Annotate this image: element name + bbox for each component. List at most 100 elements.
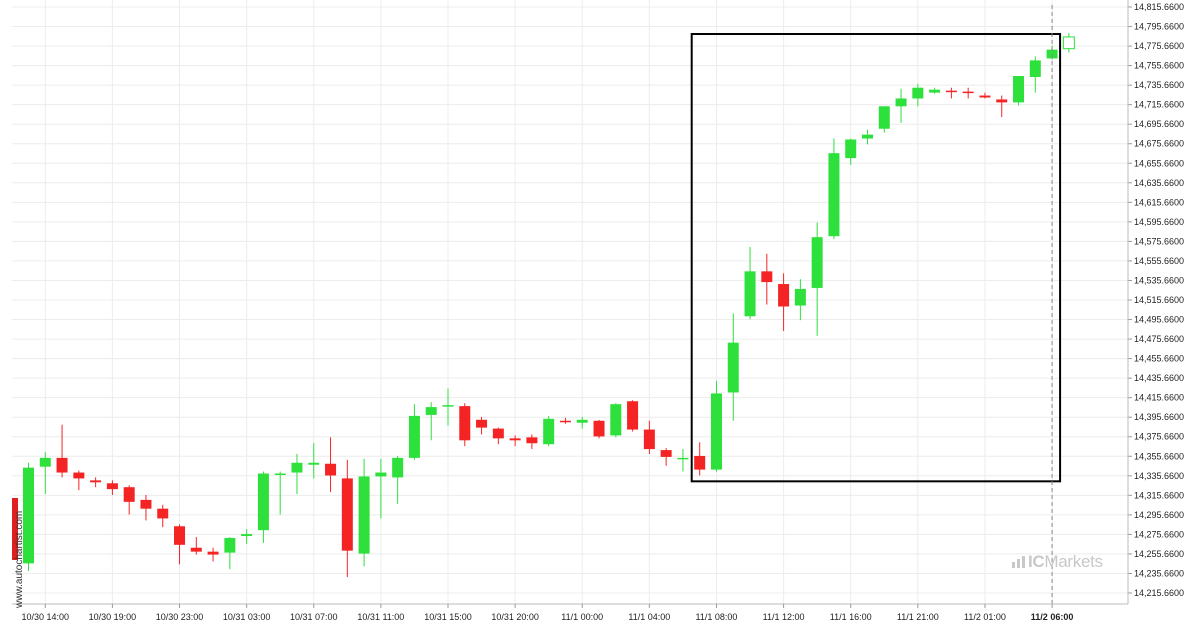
candle — [559, 417, 571, 424]
y-tick-label: 14,635.6600 — [1134, 178, 1184, 188]
candle-body — [744, 271, 756, 317]
candle-body — [241, 534, 253, 537]
candle — [593, 419, 605, 439]
candle — [274, 471, 286, 515]
candle-body — [392, 457, 404, 478]
candle — [56, 424, 68, 478]
y-tick-label: 14,455.6600 — [1134, 354, 1184, 364]
candle-body — [526, 437, 538, 444]
pattern-box — [690, 33, 1062, 483]
candle — [845, 138, 857, 165]
candle — [140, 495, 152, 521]
candle — [257, 471, 269, 543]
candle-body — [811, 237, 823, 288]
y-tick-label: 14,535.6600 — [1134, 275, 1184, 285]
x-tick-label: 10/30 14:00 — [22, 612, 70, 622]
candle — [576, 416, 588, 429]
y-tick-label: 14,575.6600 — [1134, 236, 1184, 246]
candle — [677, 449, 689, 472]
candle-body — [341, 478, 353, 551]
candle-body — [962, 91, 974, 94]
candle — [694, 442, 706, 476]
x-tick-label: 10/31 03:00 — [223, 612, 271, 622]
candle — [358, 458, 370, 567]
candle-body — [761, 271, 773, 283]
candle-body — [593, 420, 605, 437]
y-tick-label: 14,655.6600 — [1134, 158, 1184, 168]
candle — [39, 452, 51, 495]
candle — [643, 420, 655, 454]
candle-body — [358, 476, 370, 554]
x-tick-label: 11/1 16:00 — [830, 612, 872, 622]
candle — [341, 459, 353, 578]
y-tick-label: 14,515.6600 — [1134, 295, 1184, 305]
y-tick-label: 14,215.6600 — [1134, 588, 1184, 598]
x-axis: 10/30 14:00 10/30 19:00 10/30 23:00 10/31 0… — [12, 603, 1128, 622]
candle — [174, 524, 186, 565]
candle-body — [710, 393, 722, 470]
y-tick-label: 14,375.6600 — [1134, 432, 1184, 442]
x-tick-label: 10/30 19:00 — [89, 612, 137, 622]
candle — [962, 87, 974, 99]
candle — [476, 416, 488, 435]
candle — [610, 403, 622, 438]
candle-body — [627, 401, 639, 430]
candle-body — [257, 473, 269, 531]
candle-body — [224, 537, 236, 553]
candle-body — [459, 406, 471, 441]
candle — [862, 129, 873, 145]
candle-body — [694, 455, 706, 470]
y-tick-label: 14,295.6600 — [1134, 510, 1184, 520]
candle-body — [408, 415, 420, 458]
y-tick-label: 14,315.6600 — [1134, 490, 1184, 500]
candle-body — [878, 106, 890, 129]
candle — [459, 403, 471, 447]
candle-body — [1013, 76, 1025, 103]
candle-body — [90, 480, 102, 483]
candle-body — [174, 526, 186, 545]
candle-body — [325, 463, 337, 476]
candle — [1013, 76, 1025, 106]
candle-body — [1062, 36, 1075, 50]
y-tick-label: 14,695.6600 — [1134, 119, 1184, 129]
candle — [224, 536, 236, 570]
candle — [526, 434, 538, 450]
x-tick-label: 10/31 07:00 — [290, 612, 338, 622]
candle — [157, 504, 169, 528]
y-tick-label: 14,775.6600 — [1134, 41, 1184, 51]
candle — [744, 246, 756, 320]
candle-body — [576, 419, 588, 423]
candle-body — [979, 95, 991, 98]
y-tick-label: 14,815.6600 — [1134, 2, 1184, 12]
candle — [207, 547, 219, 562]
candle — [308, 443, 320, 479]
candle — [442, 388, 454, 426]
candle-body — [828, 153, 840, 237]
candle — [325, 437, 337, 493]
candles — [23, 33, 1075, 578]
candle — [996, 95, 1008, 118]
candle-body — [291, 462, 303, 473]
candle — [811, 222, 823, 336]
y-tick-label: 14,795.6600 — [1134, 22, 1184, 32]
y-tick-label: 14,235.6600 — [1134, 568, 1184, 578]
candle-body — [945, 90, 957, 93]
candle-body — [559, 420, 571, 423]
y-tick-label: 14,395.6600 — [1134, 412, 1184, 422]
candle — [90, 477, 102, 488]
candle-body — [425, 407, 437, 415]
candle-body — [476, 419, 488, 428]
brand-prefix: IC — [1028, 552, 1045, 571]
candle — [408, 404, 420, 460]
candle-body — [73, 472, 85, 479]
watermark-bar — [12, 498, 18, 560]
candle — [509, 435, 521, 447]
x-tick-label: 11/1 08:00 — [696, 612, 738, 622]
candle — [710, 380, 722, 472]
x-tick-label: 11/1 21:00 — [897, 612, 939, 622]
y-tick-label: 14,735.6600 — [1134, 80, 1184, 90]
candle-body — [207, 551, 219, 555]
x-tick-label: 10/31 20:00 — [491, 612, 539, 622]
candle — [1029, 56, 1041, 93]
